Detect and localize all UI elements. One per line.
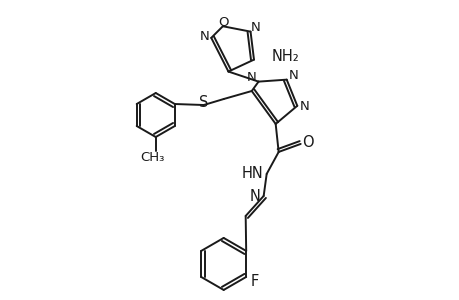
Text: HN: HN xyxy=(241,167,263,182)
Text: O: O xyxy=(218,16,229,29)
Text: N: N xyxy=(288,69,298,82)
Text: N: N xyxy=(199,30,209,44)
Text: NH₂: NH₂ xyxy=(271,49,299,64)
Text: O: O xyxy=(301,135,313,150)
Text: CH₃: CH₃ xyxy=(140,151,165,164)
Text: F: F xyxy=(251,274,259,290)
Text: N: N xyxy=(299,100,308,113)
Text: S: S xyxy=(199,94,208,110)
Text: N: N xyxy=(246,71,256,84)
Text: N: N xyxy=(250,21,260,34)
Text: N: N xyxy=(249,189,259,204)
